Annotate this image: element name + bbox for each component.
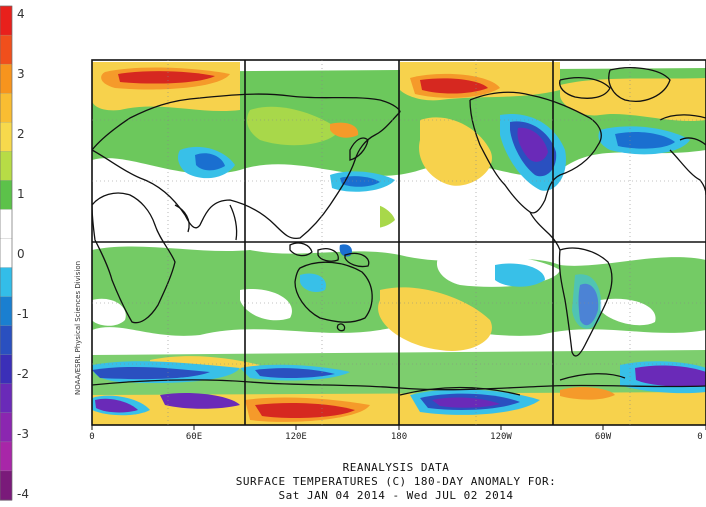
x-axis-label: 60W [594,432,612,442]
x-axis-label: 0 [89,432,95,442]
colorbar-label: 1 [17,187,25,201]
colorbar-label: 3 [17,67,25,81]
colorbar-label: -1 [17,307,29,321]
caption-dates: Sat JAN 04 2014 - Wed JUL 02 2014 [278,489,514,502]
colorbar-label: 0 [17,247,25,261]
coastlines [92,67,706,396]
caption-title: REANALYSIS DATA [342,461,450,474]
caption-subtitle: SURFACE TEMPERATURES (C) 180-DAY ANOMALY… [235,475,557,488]
x-axis-label: 120E [285,432,307,442]
x-axis-label: 60E [185,432,203,442]
colorbar-label: -2 [17,367,29,381]
colorbar-border [0,5,13,501]
x-axis-label: 0 [697,432,703,442]
colorbar-label: -4 [17,487,29,501]
credit-text: NOAA/ESRL Physical Sciences Division [74,260,82,395]
graticule [92,60,706,425]
x-axis-label: 180 [390,432,408,442]
colorbar-label: -3 [17,427,29,441]
x-axis-label: 120W [490,432,512,442]
colorbar-label: 4 [17,7,25,21]
colorbar-label: 2 [17,127,25,141]
x-axis-ticks [91,425,706,430]
